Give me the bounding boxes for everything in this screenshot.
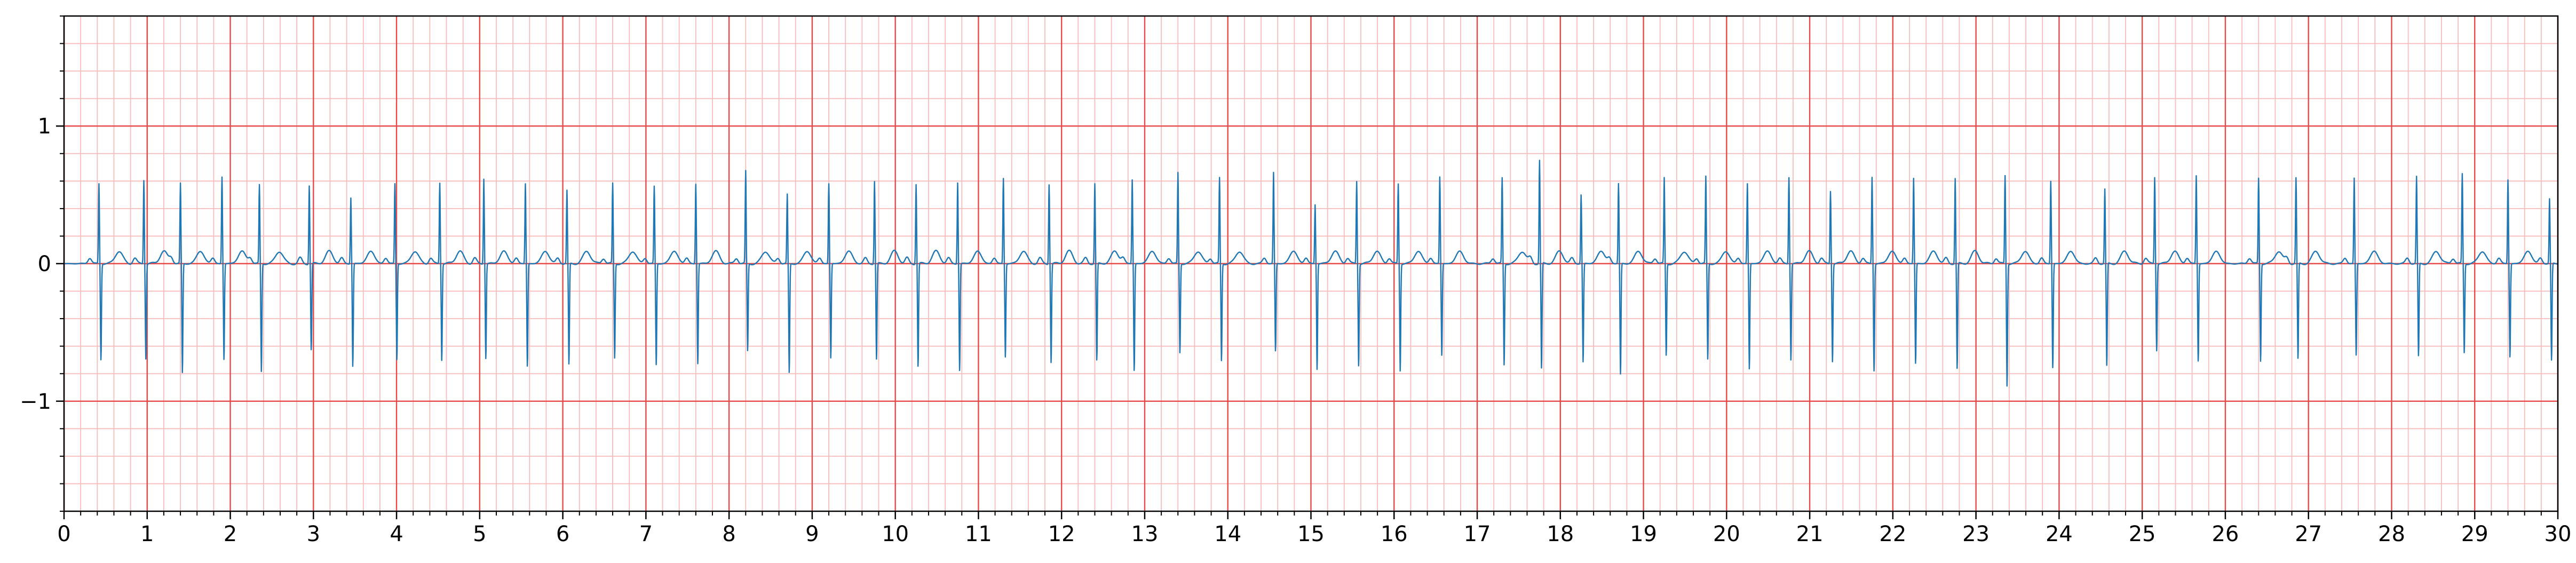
x-tick-label: 29 [2461, 522, 2488, 546]
ecg-trace-line [64, 160, 2558, 387]
ecg-trace-layer [64, 160, 2558, 387]
y-tick-label: 0 [38, 252, 51, 276]
x-tick-label: 0 [57, 522, 70, 546]
x-tick-label: 10 [882, 522, 909, 546]
x-tick-label: 7 [639, 522, 653, 546]
x-tick-label: 2 [224, 522, 237, 546]
x-tick-label: 23 [1962, 522, 1990, 546]
x-tick-label: 22 [1879, 522, 1906, 546]
x-tick-label: 11 [965, 522, 992, 546]
x-tick-label: 14 [1214, 522, 1241, 546]
y-tick-label: 1 [38, 114, 51, 139]
x-tick-label: 16 [1381, 522, 1408, 546]
x-tick-label: 24 [2046, 522, 2073, 546]
y-tick-label: −1 [20, 390, 51, 414]
x-tick-label: 15 [1297, 522, 1325, 546]
x-tick-label: 8 [722, 522, 735, 546]
y-axis: −1 0 1 [20, 15, 64, 512]
x-tick-label: 3 [307, 522, 320, 546]
x-tick-label: 13 [1131, 522, 1159, 546]
x-tick-label: 21 [1796, 522, 1824, 546]
x-axis: 0 1 2 3 4 5 6 7 8 9 10 11 12 13 14 15 16 17 18 19 20 21 22 23 24… [57, 511, 2571, 546]
x-tick-label: 28 [2378, 522, 2405, 546]
x-tick-label: 12 [1048, 522, 1075, 546]
x-tick-label: 30 [2545, 522, 2572, 546]
x-tick-label: 20 [1713, 522, 1740, 546]
x-tick-label: 18 [1547, 522, 1574, 546]
x-tick-label: 26 [2212, 522, 2239, 546]
x-tick-label: 6 [556, 522, 569, 546]
x-tick-label: 1 [140, 522, 154, 546]
x-tick-label: 25 [2129, 522, 2156, 546]
x-tick-label: 9 [805, 522, 819, 546]
x-tick-label: 27 [2295, 522, 2322, 546]
x-tick-label: 5 [473, 522, 486, 546]
x-tick-label: 17 [1464, 522, 1491, 546]
x-tick-label: 4 [390, 522, 403, 546]
x-tick-label: 19 [1630, 522, 1657, 546]
